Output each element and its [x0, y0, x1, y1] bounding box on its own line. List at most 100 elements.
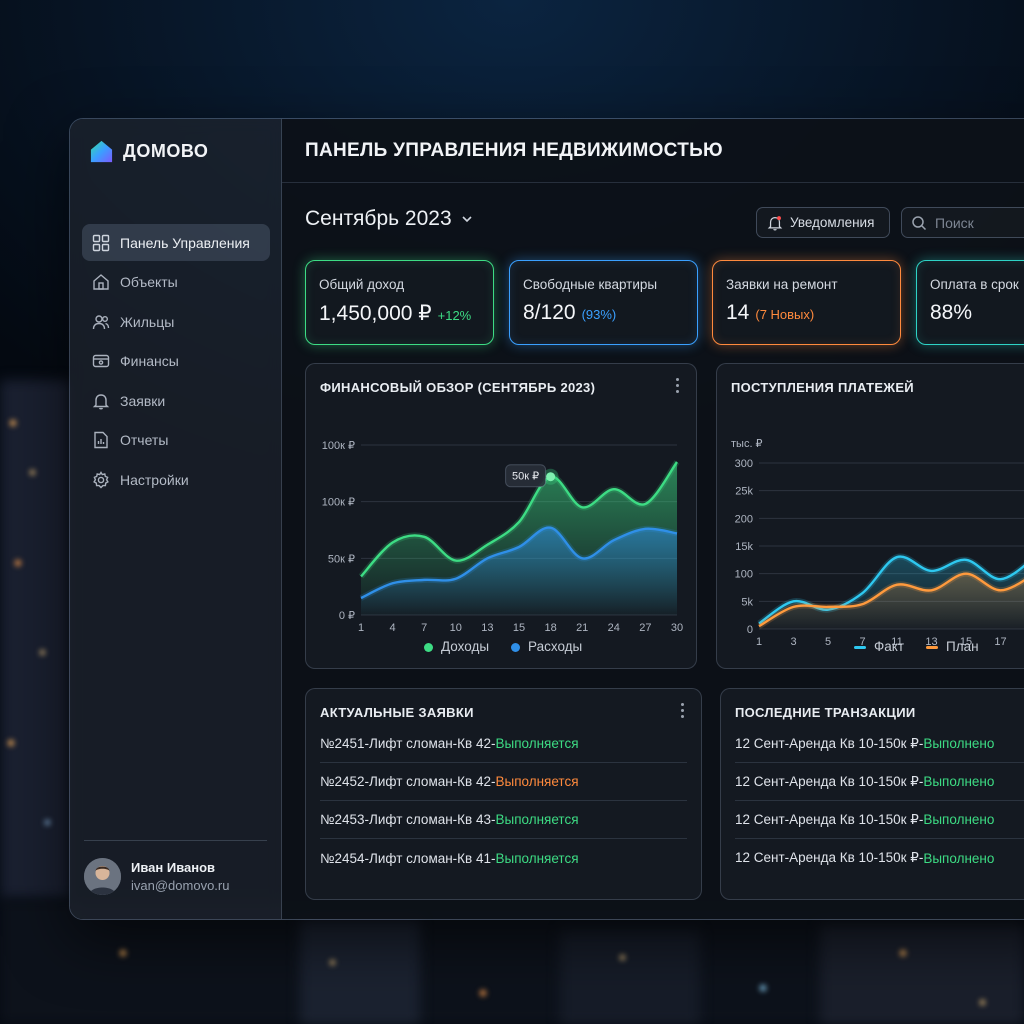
data-point[interactable] [611, 486, 617, 492]
x-tick-label: 7 [421, 622, 427, 634]
data-point[interactable] [484, 542, 490, 548]
legend-item-expenses[interactable]: Расходы [511, 639, 582, 654]
status-label: Выполнено [923, 812, 995, 827]
x-tick-label: 24 [608, 622, 620, 634]
transaction-row[interactable]: 12 Сент-Аренда Кв 10-150к ₽- Выполнено [735, 725, 1024, 763]
data-point[interactable] [421, 534, 427, 540]
unit-label: тыс. ₽ [731, 438, 763, 450]
x-tick-label: 17 [994, 636, 1006, 648]
data-point[interactable] [579, 504, 585, 510]
transaction-text: 12 Сент-Аренда Кв 10-150к ₽- [735, 811, 924, 827]
y-tick-label: 200 [735, 513, 753, 525]
kpi-label: Общий доход [319, 277, 405, 292]
transaction-row[interactable]: 12 Сент-Аренда Кв 10-150к ₽- Выполнено [735, 839, 1024, 877]
data-point[interactable] [642, 526, 648, 532]
user-profile[interactable]: Иван Иванов ivan@domovo.ru [84, 858, 229, 895]
data-point[interactable] [390, 580, 396, 586]
data-point[interactable] [674, 459, 680, 465]
x-tick-label: 10 [450, 622, 462, 634]
request-text: №2451-Лифт сломан-Кв 42- [320, 736, 496, 751]
x-tick-label: 1 [358, 622, 364, 634]
card-title: ПОСТУПЛЕНИЯ ПЛАТЕЖЕЙ [731, 380, 914, 395]
data-point[interactable] [358, 573, 364, 579]
series-area-1 [361, 527, 677, 615]
data-point[interactable] [825, 604, 831, 610]
data-point[interactable] [642, 501, 648, 507]
data-point[interactable] [860, 601, 866, 607]
kpi-label: Свободные квартиры [523, 277, 658, 292]
more-options-icon[interactable] [681, 703, 685, 721]
y-tick-label: 50к ₽ [328, 553, 355, 565]
series-line-1[interactable] [758, 572, 1024, 628]
data-point[interactable] [998, 576, 1004, 582]
data-point[interactable] [358, 595, 364, 601]
more-options-icon[interactable] [676, 378, 680, 396]
data-point[interactable] [791, 604, 797, 610]
brand[interactable]: ДОМОВО [89, 139, 208, 164]
y-tick-label: 300 [735, 458, 753, 470]
highlight-point[interactable] [546, 472, 556, 482]
data-point[interactable] [929, 587, 935, 593]
x-tick-label: 21 [576, 622, 588, 634]
request-text: №2452-Лифт сломан-Кв 42- [320, 774, 496, 789]
kpi-vacant-apartments[interactable]: Свободные квартиры 8/120 (93%) [509, 260, 698, 345]
data-point[interactable] [516, 519, 522, 525]
sidebar-item-objects[interactable]: Объекты [82, 264, 270, 301]
data-point[interactable] [674, 530, 680, 536]
data-point[interactable] [929, 568, 935, 574]
chart-legend: Факт План [854, 639, 979, 654]
sidebar-item-dashboard[interactable]: Панель Управления [82, 224, 270, 261]
sidebar-item-reports[interactable]: Отчеты [82, 422, 270, 459]
data-point[interactable] [390, 539, 396, 545]
data-point[interactable] [453, 558, 459, 564]
sidebar-item-tenants[interactable]: Жильцы [82, 303, 270, 340]
data-point[interactable] [611, 537, 617, 543]
data-point[interactable] [894, 554, 900, 560]
bell-icon [767, 215, 783, 231]
user-email: ivan@domovo.ru [131, 878, 230, 893]
x-tick-label: 13 [925, 636, 937, 648]
data-point[interactable] [579, 555, 585, 561]
data-point[interactable] [860, 590, 866, 596]
series-area-1 [759, 573, 1024, 629]
data-point[interactable] [516, 544, 522, 550]
sidebar-item-requests[interactable]: Заявки [82, 382, 270, 419]
series-line-0[interactable] [360, 461, 678, 578]
transaction-text: 12 Сент-Аренда Кв 10-150к ₽- [735, 773, 924, 789]
kpi-total-income[interactable]: Общий доход 1,450,000 ₽ +12% [305, 260, 494, 345]
request-row[interactable]: №2453-Лифт сломан-Кв 43- Выполняется [320, 801, 687, 839]
sidebar-item-label: Заявки [120, 392, 166, 409]
legend-item-plan[interactable]: План [926, 639, 979, 654]
data-point[interactable] [453, 576, 459, 582]
kpi-on-time-payment[interactable]: Оплата в срок 88% [916, 260, 1024, 345]
series-line-0[interactable] [758, 555, 1024, 625]
data-point[interactable] [894, 582, 900, 588]
search-icon [912, 215, 927, 230]
transaction-text: 12 Сент-Аренда Кв 10-150к ₽- [735, 850, 924, 865]
data-point[interactable] [421, 577, 427, 583]
sidebar-item-finance[interactable]: Финансы [82, 343, 270, 380]
y-tick-label: 100 [735, 569, 753, 581]
kpi-repair-requests[interactable]: Заявки на ремонт 14 (7 Новых) [712, 260, 901, 345]
search-input[interactable] [935, 214, 1024, 231]
request-row[interactable]: №2451-Лифт сломан-Кв 42- Выполняется [320, 725, 687, 763]
legend-item-income[interactable]: Доходы [424, 639, 489, 654]
data-point[interactable] [998, 587, 1004, 593]
y-tick-label: 15k [735, 541, 753, 553]
data-point[interactable] [756, 623, 762, 629]
data-point[interactable] [963, 571, 969, 577]
request-row[interactable]: №2454-Лифт сломан-Кв 41- Выполняется [320, 839, 687, 877]
series-line-1[interactable] [360, 526, 678, 600]
kpi-value: 8/120 [523, 301, 576, 324]
notifications-button[interactable]: Уведомления [756, 207, 890, 238]
legend-item-actual[interactable]: Факт [854, 639, 904, 654]
search-box[interactable] [901, 207, 1024, 238]
transaction-row[interactable]: 12 Сент-Аренда Кв 10-150к ₽- Выполнено [735, 801, 1024, 839]
data-point[interactable] [484, 555, 490, 561]
request-row[interactable]: №2452-Лифт сломан-Кв 42- Выполняется [320, 763, 687, 801]
data-point[interactable] [963, 557, 969, 563]
period-selector[interactable]: Сентябрь 2023 [305, 207, 474, 231]
data-point[interactable] [548, 525, 554, 531]
transaction-row[interactable]: 12 Сент-Аренда Кв 10-150к ₽- Выполнено [735, 763, 1024, 801]
sidebar-item-settings[interactable]: Настройки [82, 461, 270, 498]
